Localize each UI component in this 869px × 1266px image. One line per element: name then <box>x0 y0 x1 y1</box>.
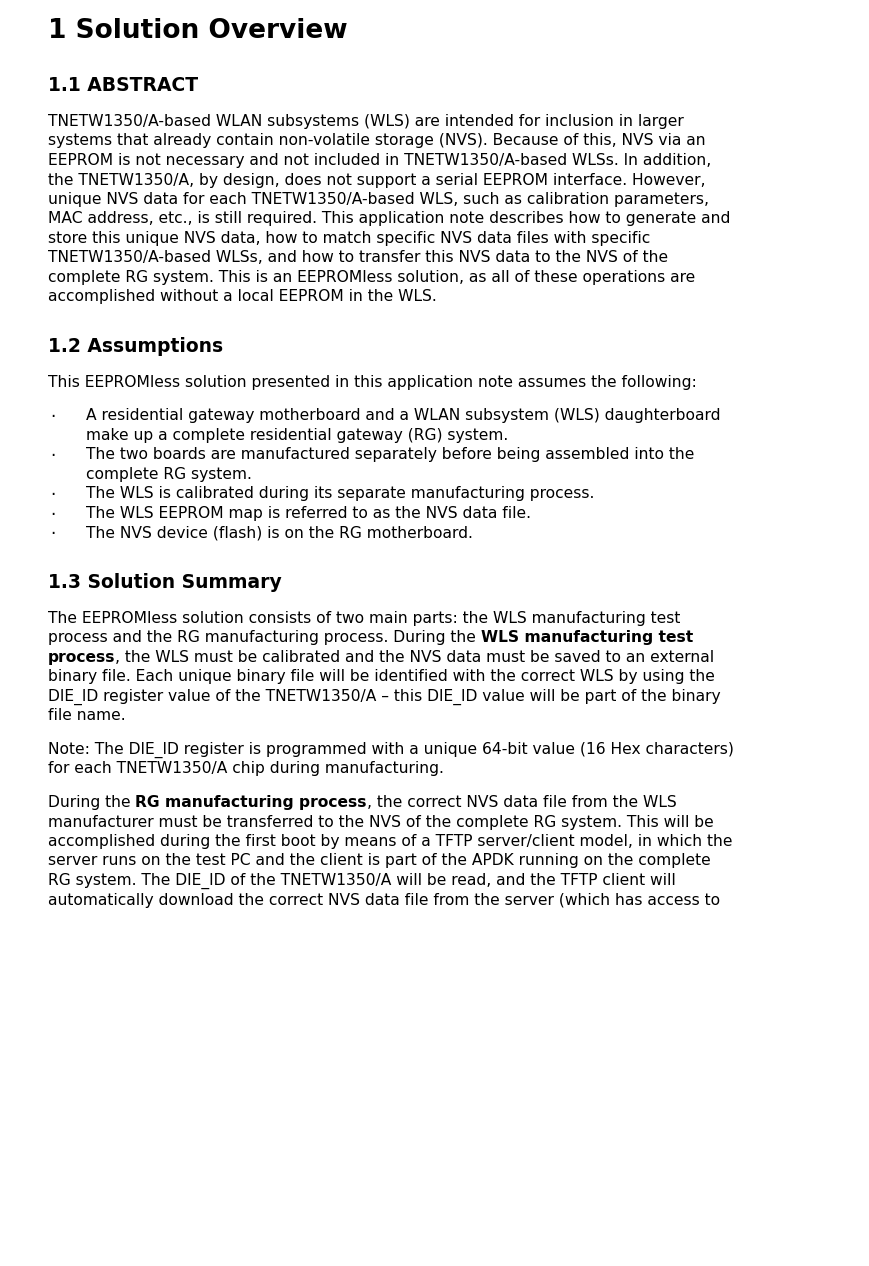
Text: unique NVS data for each TNETW1350/A-based WLS, such as calibration parameters,: unique NVS data for each TNETW1350/A-bas… <box>48 192 708 208</box>
Text: accomplished without a local EEPROM in the WLS.: accomplished without a local EEPROM in t… <box>48 290 436 305</box>
Text: Note: The DIE_ID register is programmed with a unique 64-bit value (16 Hex chara: Note: The DIE_ID register is programmed … <box>48 742 733 758</box>
Text: binary file. Each unique binary file will be identified with the correct WLS by : binary file. Each unique binary file wil… <box>48 670 714 685</box>
Text: This EEPROMless solution presented in this application note assumes the followin: This EEPROMless solution presented in th… <box>48 375 696 390</box>
Text: EEPROM is not necessary and not included in TNETW1350/A-based WLSs. In addition,: EEPROM is not necessary and not included… <box>48 153 711 168</box>
Text: RG system. The DIE_ID of the TNETW1350/A will be read, and the TFTP client will: RG system. The DIE_ID of the TNETW1350/A… <box>48 874 675 889</box>
Text: During the: During the <box>48 795 136 810</box>
Text: server runs on the test PC and the client is part of the APDK running on the com: server runs on the test PC and the clien… <box>48 853 710 868</box>
Text: WLS manufacturing test: WLS manufacturing test <box>481 630 693 646</box>
Text: 1.3 Solution Summary: 1.3 Solution Summary <box>48 573 282 592</box>
Text: process and the RG manufacturing process. During the: process and the RG manufacturing process… <box>48 630 481 646</box>
Text: The NVS device (flash) is on the RG motherboard.: The NVS device (flash) is on the RG moth… <box>86 525 473 541</box>
Text: The two boards are manufactured separately before being assembled into the: The two boards are manufactured separate… <box>86 447 693 462</box>
Text: ·: · <box>50 409 56 427</box>
Text: ·: · <box>50 486 56 504</box>
Text: TNETW1350/A-based WLAN subsystems (WLS) are intended for inclusion in larger: TNETW1350/A-based WLAN subsystems (WLS) … <box>48 114 683 129</box>
Text: , the WLS must be calibrated and the NVS data must be saved to an external: , the WLS must be calibrated and the NVS… <box>116 649 713 665</box>
Text: A residential gateway motherboard and a WLAN subsystem (WLS) daughterboard: A residential gateway motherboard and a … <box>86 409 720 424</box>
Text: systems that already contain non-volatile storage (NVS). Because of this, NVS vi: systems that already contain non-volatil… <box>48 133 705 148</box>
Text: for each TNETW1350/A chip during manufacturing.: for each TNETW1350/A chip during manufac… <box>48 762 443 776</box>
Text: make up a complete residential gateway (RG) system.: make up a complete residential gateway (… <box>86 428 507 443</box>
Text: 1.1 ABSTRACT: 1.1 ABSTRACT <box>48 76 198 95</box>
Text: store this unique NVS data, how to match specific NVS data files with specific: store this unique NVS data, how to match… <box>48 230 649 246</box>
Text: ·: · <box>50 525 56 543</box>
Text: file name.: file name. <box>48 709 125 723</box>
Text: complete RG system. This is an EEPROMless solution, as all of these operations a: complete RG system. This is an EEPROMles… <box>48 270 694 285</box>
Text: The WLS is calibrated during its separate manufacturing process.: The WLS is calibrated during its separat… <box>86 486 594 501</box>
Text: the TNETW1350/A, by design, does not support a serial EEPROM interface. However,: the TNETW1350/A, by design, does not sup… <box>48 172 705 187</box>
Text: The WLS EEPROM map is referred to as the NVS data file.: The WLS EEPROM map is referred to as the… <box>86 506 530 522</box>
Text: RG manufacturing process: RG manufacturing process <box>136 795 367 810</box>
Text: 1.2 Assumptions: 1.2 Assumptions <box>48 337 222 356</box>
Text: manufacturer must be transferred to the NVS of the complete RG system. This will: manufacturer must be transferred to the … <box>48 814 713 829</box>
Text: automatically download the correct NVS data file from the server (which has acce: automatically download the correct NVS d… <box>48 893 720 908</box>
Text: DIE_ID register value of the TNETW1350/A – this DIE_ID value will be part of the: DIE_ID register value of the TNETW1350/A… <box>48 689 720 705</box>
Text: process: process <box>48 649 116 665</box>
Text: accomplished during the first boot by means of a TFTP server/client model, in wh: accomplished during the first boot by me… <box>48 834 732 849</box>
Text: The EEPROMless solution consists of two main parts: the WLS manufacturing test: The EEPROMless solution consists of two … <box>48 611 680 625</box>
Text: TNETW1350/A-based WLSs, and how to transfer this NVS data to the NVS of the: TNETW1350/A-based WLSs, and how to trans… <box>48 251 667 266</box>
Text: 1 Solution Overview: 1 Solution Overview <box>48 18 348 44</box>
Text: ·: · <box>50 447 56 466</box>
Text: , the correct NVS data file from the WLS: , the correct NVS data file from the WLS <box>367 795 676 810</box>
Text: complete RG system.: complete RG system. <box>86 467 252 482</box>
Text: MAC address, etc., is still required. This application note describes how to gen: MAC address, etc., is still required. Th… <box>48 211 730 227</box>
Text: ·: · <box>50 506 56 524</box>
